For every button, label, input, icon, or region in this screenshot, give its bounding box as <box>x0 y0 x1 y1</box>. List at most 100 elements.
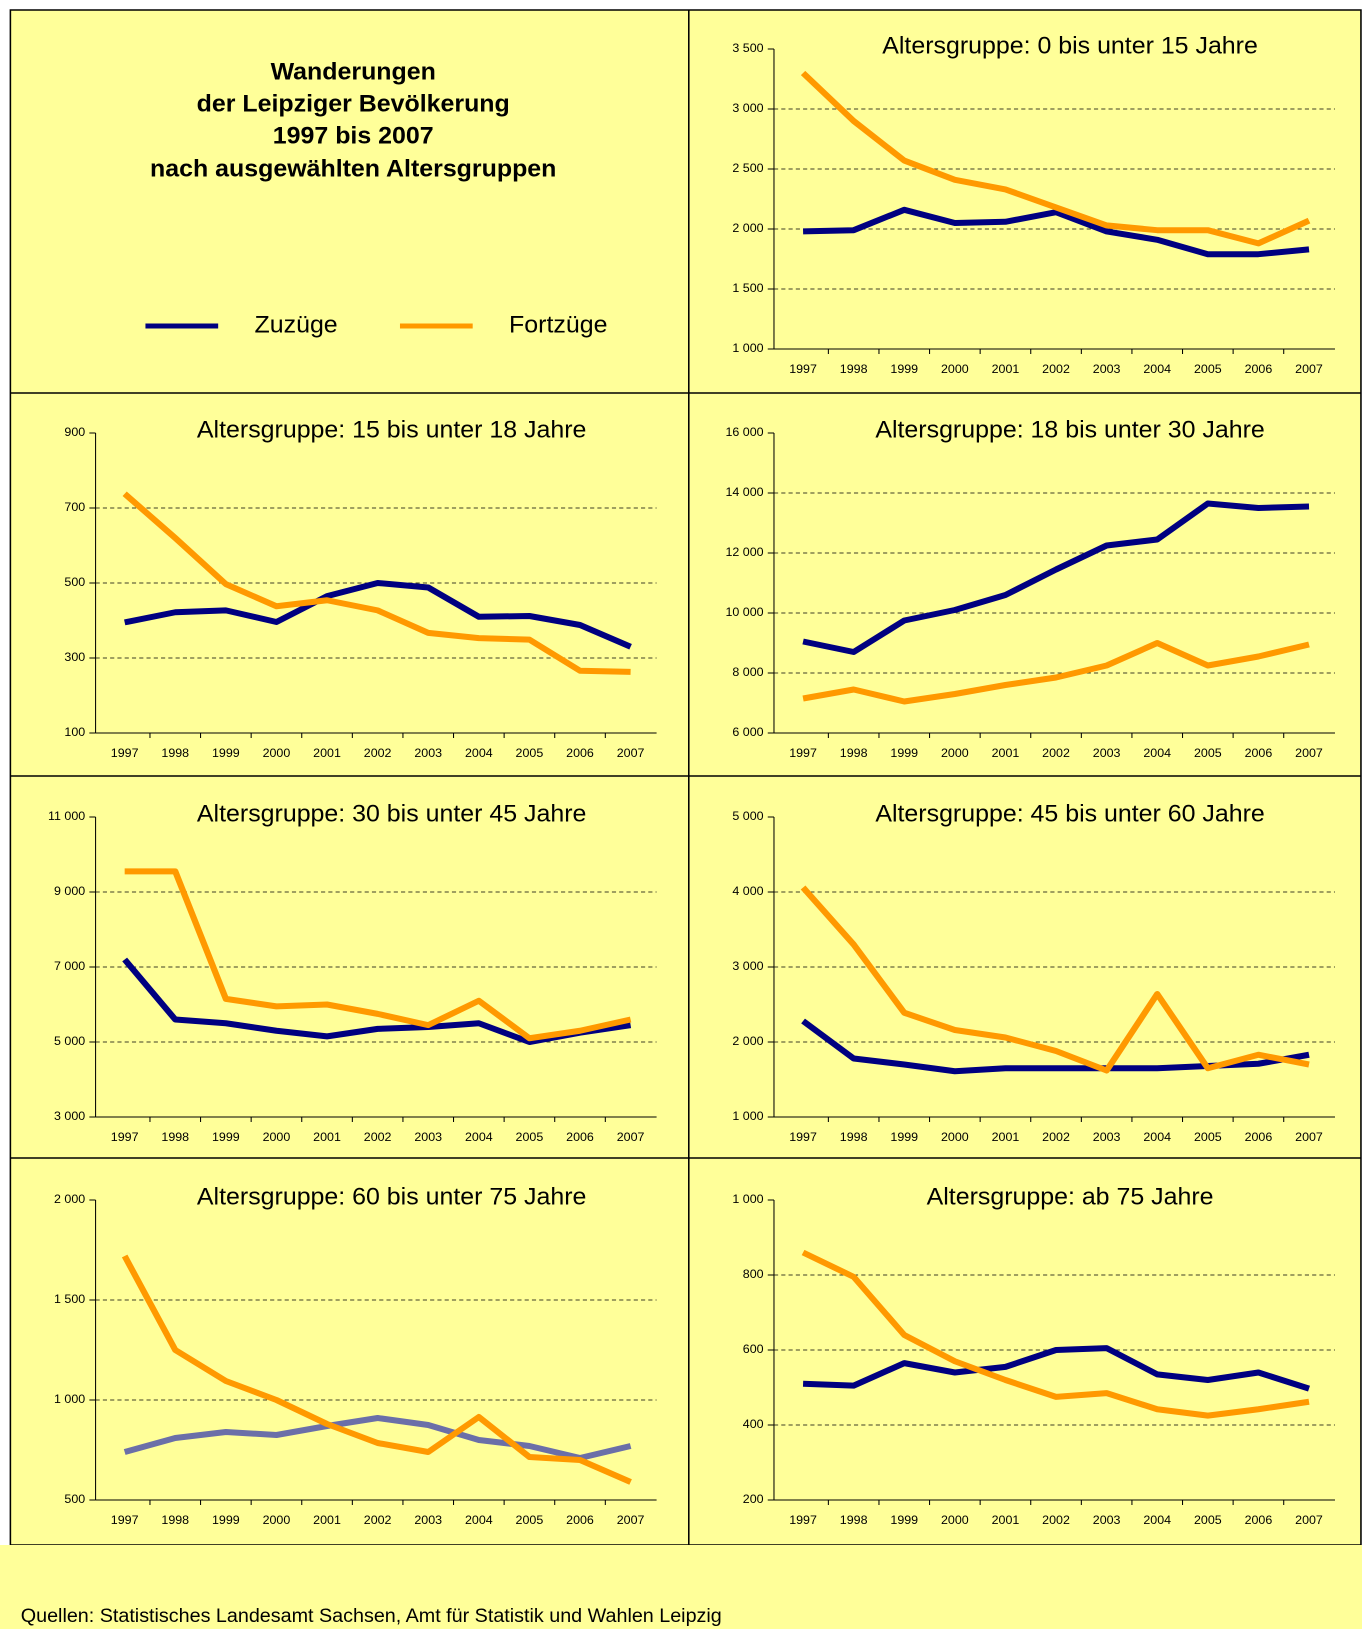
y-tick-label: 5 000 <box>732 809 763 823</box>
x-tick-label: 1997 <box>789 1513 817 1527</box>
y-tick-label: 1 000 <box>732 1109 763 1123</box>
x-tick-label: 2006 <box>1245 362 1273 376</box>
x-tick-label: 2000 <box>941 362 969 376</box>
y-tick-label: 3 500 <box>732 41 763 55</box>
y-tick-label: 2 000 <box>54 1192 85 1206</box>
x-tick-label: 1997 <box>111 746 139 760</box>
x-tick-label: 2003 <box>1093 362 1121 376</box>
chart-title: Altersgruppe: 0 bis unter 15 Jahre <box>882 33 1258 59</box>
x-tick-label: 1998 <box>840 746 868 760</box>
x-tick-label: 2004 <box>465 1513 493 1527</box>
y-tick-label: 700 <box>64 500 85 514</box>
series-line <box>122 491 631 675</box>
chart-title: Altersgruppe: 60 bis unter 75 Jahre <box>197 1184 586 1210</box>
x-tick-label: 1999 <box>890 362 918 376</box>
x-tick-label: 2000 <box>263 746 291 760</box>
y-tick-label: 2 000 <box>732 1034 763 1048</box>
y-tick-label: 12 000 <box>726 545 764 559</box>
chart-title: Altersgruppe: 18 bis unter 30 Jahre <box>875 417 1264 443</box>
y-tick-label: 1 000 <box>54 1392 85 1406</box>
x-tick-label: 1998 <box>161 746 189 760</box>
x-tick-label: 2005 <box>1194 746 1222 760</box>
x-tick-label: 2002 <box>364 1513 392 1527</box>
x-tick-label: 1997 <box>789 746 817 760</box>
y-tick-label: 3 000 <box>732 101 763 115</box>
y-tick-label: 1 500 <box>54 1292 85 1306</box>
y-tick-label: 400 <box>743 1417 764 1431</box>
x-tick-label: 2007 <box>1295 1513 1323 1527</box>
x-tick-label: 1997 <box>789 1130 817 1144</box>
footer-bg <box>0 1545 1362 1629</box>
x-tick-label: 1999 <box>212 1513 240 1527</box>
heading: nach ausgewählten Altersgruppen <box>150 156 556 182</box>
series-line <box>124 868 632 1042</box>
y-tick-label: 14 000 <box>726 485 764 499</box>
y-tick-label: 300 <box>64 650 85 664</box>
background <box>9 9 1362 1546</box>
x-tick-label: 2003 <box>1093 746 1121 760</box>
y-tick-label: 900 <box>64 425 85 439</box>
x-tick-label: 2007 <box>1295 746 1323 760</box>
x-tick-label: 2005 <box>1194 362 1222 376</box>
x-tick-label: 1999 <box>890 1130 918 1144</box>
x-tick-label: 2006 <box>1245 746 1273 760</box>
series-line <box>801 1249 1310 1419</box>
y-tick-label: 5 000 <box>54 1034 85 1048</box>
x-tick-label: 1998 <box>840 1130 868 1144</box>
x-tick-label: 2004 <box>1143 746 1171 760</box>
x-tick-label: 1999 <box>212 1130 240 1144</box>
y-tick-label: 2 500 <box>732 161 763 175</box>
x-tick-label: 2002 <box>1042 746 1070 760</box>
x-tick-label: 2002 <box>1042 362 1070 376</box>
series-line <box>123 1415 632 1461</box>
x-tick-label: 2005 <box>1194 1513 1222 1527</box>
x-tick-label: 2004 <box>1143 1513 1171 1527</box>
x-tick-label: 1999 <box>212 746 240 760</box>
y-tick-label: 3 000 <box>54 1109 85 1123</box>
x-tick-label: 2000 <box>941 746 969 760</box>
x-tick-label: 2001 <box>992 1130 1020 1144</box>
x-tick-label: 2000 <box>941 1513 969 1527</box>
x-tick-label: 2005 <box>516 1513 544 1527</box>
x-tick-label: 2007 <box>617 746 645 760</box>
chart-title: Altersgruppe: 15 bis unter 18 Jahre <box>197 417 586 443</box>
y-tick-label: 7 000 <box>54 959 85 973</box>
x-tick-label: 2004 <box>465 746 493 760</box>
x-tick-label: 2001 <box>313 1513 341 1527</box>
x-tick-label: 2006 <box>1245 1130 1273 1144</box>
x-tick-label: 2001 <box>313 746 341 760</box>
y-tick-label: 9 000 <box>54 884 85 898</box>
x-tick-label: 2007 <box>1295 1130 1323 1144</box>
y-tick-label: 3 000 <box>732 959 763 973</box>
x-tick-label: 2001 <box>992 362 1020 376</box>
x-tick-label: 2001 <box>992 1513 1020 1527</box>
x-tick-label: 1997 <box>111 1130 139 1144</box>
series-line <box>802 640 1310 705</box>
series-line <box>802 500 1310 655</box>
x-tick-label: 2003 <box>414 1130 442 1144</box>
y-tick-label: 1 500 <box>732 281 763 295</box>
series-line <box>800 70 1311 247</box>
y-tick-label: 200 <box>743 1492 764 1506</box>
heading: Wanderungen <box>271 59 436 85</box>
x-tick-label: 2007 <box>1295 362 1323 376</box>
x-tick-label: 2002 <box>364 1130 392 1144</box>
y-tick-label: 800 <box>743 1267 764 1281</box>
x-tick-label: 2003 <box>414 746 442 760</box>
x-tick-label: 2000 <box>263 1130 291 1144</box>
heading: der Leipziger Bevölkerung <box>197 91 510 117</box>
x-tick-label: 1998 <box>840 362 868 376</box>
y-tick-label: 11 000 <box>48 809 85 823</box>
x-tick-label: 2005 <box>1194 1130 1222 1144</box>
y-tick-label: 100 <box>64 725 85 739</box>
x-tick-label: 2002 <box>1042 1130 1070 1144</box>
y-tick-label: 500 <box>64 1492 85 1506</box>
x-tick-label: 1998 <box>161 1130 189 1144</box>
heading: 1997 bis 2007 <box>273 123 434 149</box>
x-tick-label: 2000 <box>263 1513 291 1527</box>
series-line <box>802 1345 1310 1392</box>
x-tick-label: 2002 <box>364 746 392 760</box>
y-tick-label: 16 000 <box>726 425 764 439</box>
x-tick-label: 2007 <box>617 1513 645 1527</box>
